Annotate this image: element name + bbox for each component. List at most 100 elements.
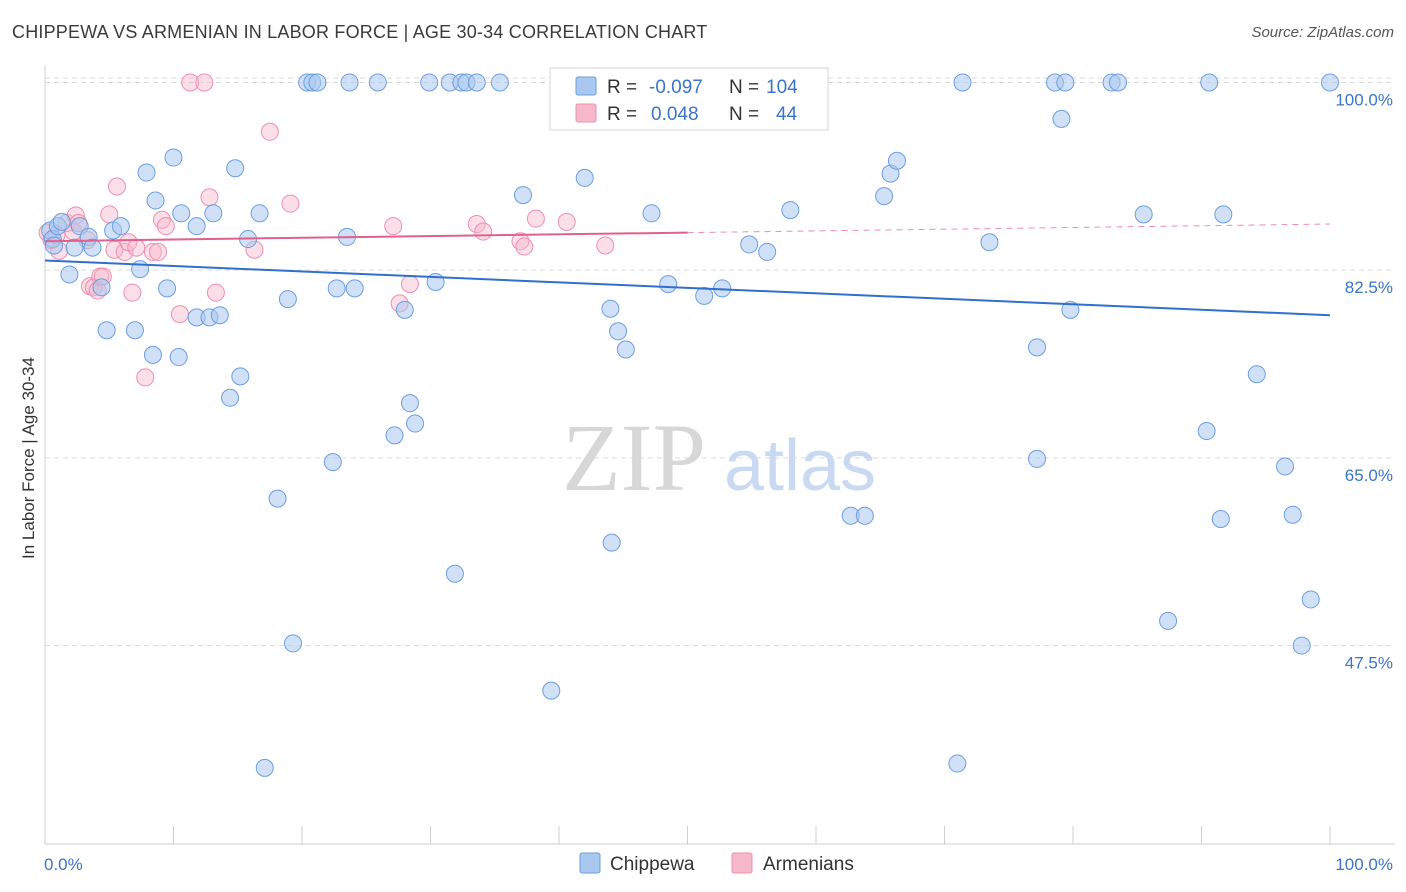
armenian-point: [526, 209, 545, 228]
chippewa-point: [204, 204, 223, 223]
armenian-point: [143, 242, 162, 261]
armenian-point: [281, 194, 300, 213]
chippewa-point: [1301, 590, 1320, 609]
chippewa-point: [400, 394, 419, 413]
chippewa-point: [514, 186, 533, 205]
chippewa-point: [368, 73, 387, 92]
chippewa-point: [44, 236, 63, 255]
legend-r-value-1: -0.097: [649, 77, 703, 98]
legend-n-value-2: 44: [776, 104, 798, 125]
chippewa-point: [1052, 109, 1071, 128]
chippewa-point: [340, 73, 359, 92]
chippewa-point: [695, 286, 714, 305]
armenian-point: [195, 73, 214, 92]
chippewa-point: [1028, 449, 1047, 468]
chippewa-point: [1134, 205, 1153, 224]
chart-title: CHIPPEWA VS ARMENIAN IN LABOR FORCE | AG…: [12, 22, 708, 42]
chippewa-point: [323, 453, 342, 472]
trend-lines: [44, 223, 1331, 317]
chippewa-point: [92, 278, 111, 297]
chippewa-point: [143, 345, 162, 364]
legend-label-armenian: Armenians: [763, 854, 854, 875]
chippewa-point: [1292, 636, 1311, 655]
armenian-point: [474, 222, 493, 241]
armenian-point: [149, 242, 168, 261]
armenian-point: [123, 283, 142, 302]
chippewa-point: [445, 564, 464, 583]
chippewa-point: [1247, 365, 1266, 384]
gridlines: [45, 77, 1395, 647]
y-tick-label: 65.0%: [1345, 466, 1393, 485]
chippewa-point: [601, 299, 620, 318]
y-tick-label: 82.5%: [1345, 278, 1393, 297]
y-axis-label: In Labor Force | Age 30-34: [19, 357, 38, 559]
chippewa-point: [1211, 510, 1230, 529]
watermark-atlas: atlas: [724, 426, 876, 506]
chippewa-point: [60, 265, 79, 284]
chippewa-point: [1056, 73, 1075, 92]
armenian-point: [200, 188, 219, 207]
chippewa-point: [1321, 73, 1339, 92]
chippewa-point: [875, 187, 894, 206]
legend-r-label-2: R =: [607, 104, 637, 125]
chippewa-point: [1061, 300, 1080, 319]
chippewa-point: [609, 322, 628, 341]
legend-swatch-chippewa: [575, 76, 597, 96]
chippewa-point: [758, 242, 777, 261]
watermark-zip: ZIP: [562, 404, 706, 511]
chippewa-point: [125, 321, 144, 340]
chippewa-point: [980, 233, 999, 252]
armenian-point: [384, 217, 403, 236]
legend-n-label-1: N =: [729, 77, 759, 98]
chippewa-point: [158, 279, 177, 298]
chippewa-point: [781, 201, 800, 220]
armenian-point: [515, 237, 534, 256]
chippewa-point: [131, 260, 150, 279]
chippewa-point: [250, 204, 269, 223]
armenian-trend-line-extension: [687, 223, 1331, 234]
legend-r-value-2: 0.048: [651, 104, 699, 125]
chippewa-point: [221, 388, 240, 407]
chippewa-point: [395, 300, 414, 319]
chippewa-point: [146, 191, 165, 210]
chippewa-point: [575, 168, 594, 187]
armenian-point: [181, 73, 200, 92]
chippewa-point: [111, 217, 130, 236]
chippewa-point: [97, 321, 116, 340]
legend-swatch-armenian-bottom: [731, 852, 753, 874]
legend-r-label-1: R =: [607, 77, 637, 98]
chippewa-point: [467, 73, 486, 92]
legend-n-value-1: 104: [766, 77, 798, 98]
chippewa-point: [1197, 422, 1216, 441]
x-tick-label-min: 0.0%: [44, 855, 83, 874]
chippewa-point: [137, 163, 156, 182]
chippewa-point: [278, 290, 297, 309]
y-tick-labels: 47.5% 65.0% 82.5% 100.0%: [1335, 90, 1393, 672]
chippewa-point: [948, 754, 967, 773]
armenian-point: [136, 368, 155, 387]
x-tick-label-max: 100.0%: [1335, 855, 1393, 874]
chippewa-point: [1200, 73, 1219, 92]
chippewa-trend-line: [44, 259, 1331, 317]
y-tick-label: 47.5%: [1345, 654, 1393, 673]
chippewa-point: [642, 204, 661, 223]
chippewa-point: [542, 681, 561, 700]
chippewa-point: [268, 489, 287, 508]
armenian-point: [206, 283, 225, 302]
series-legend: Chippewa Armenians: [579, 852, 854, 875]
armenian-point: [557, 212, 576, 231]
chippewa-point: [616, 340, 635, 359]
chippewa-point: [52, 212, 71, 231]
y-tick-label: 100.0%: [1335, 90, 1393, 109]
chippewa-point: [255, 758, 274, 777]
chippewa-point: [172, 204, 191, 223]
chippewa-point: [659, 275, 678, 294]
chippewa-point: [210, 306, 229, 325]
chippewa-point: [740, 235, 759, 254]
chippewa-point: [602, 533, 621, 552]
chippewa-point: [1159, 611, 1178, 630]
chippewa-point: [1276, 457, 1295, 476]
armenian-point: [596, 236, 615, 255]
chippewa-point: [1028, 338, 1047, 357]
chippewa-point: [406, 414, 425, 433]
